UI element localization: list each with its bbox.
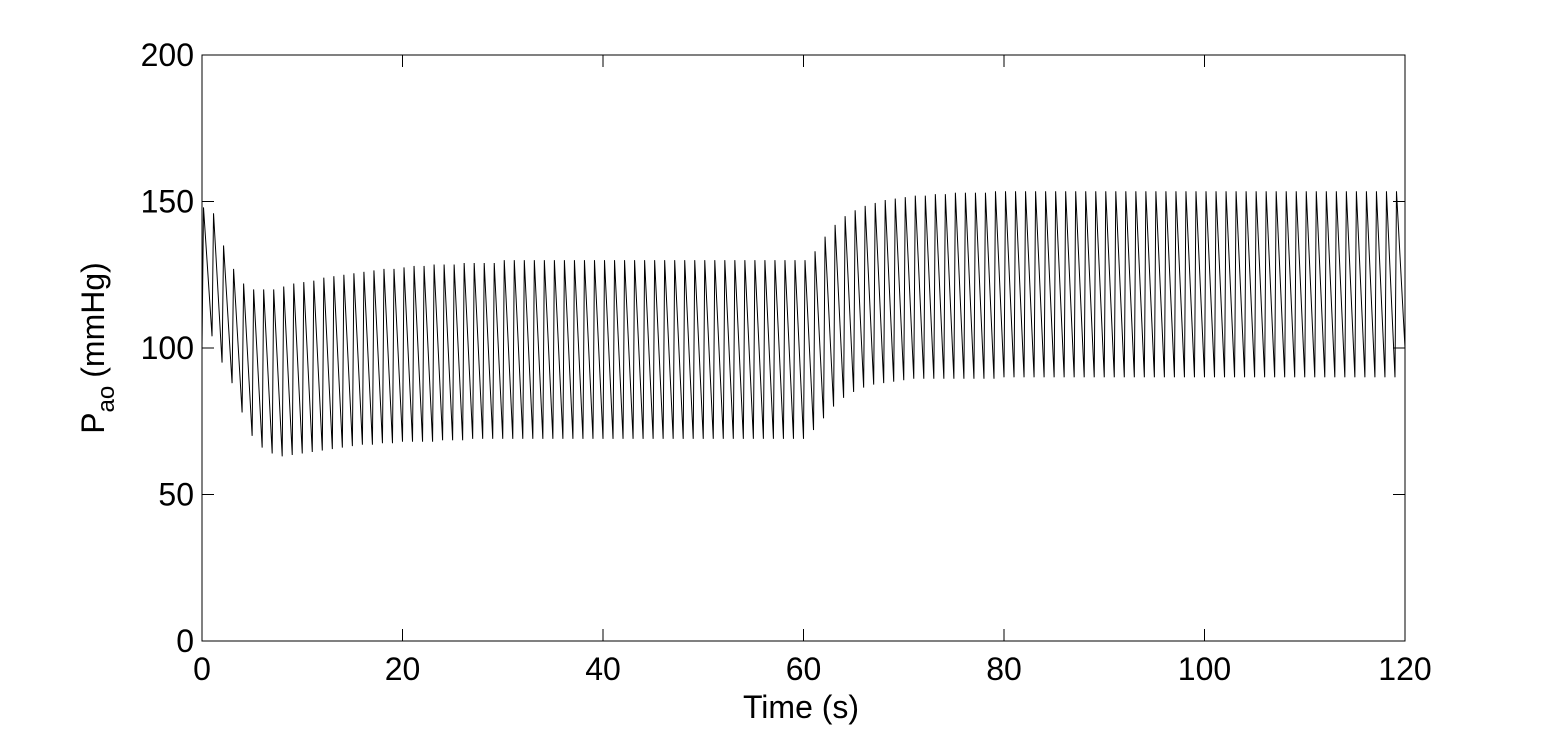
pressure-line	[201, 191, 1406, 457]
y-tick-label: 50	[158, 477, 194, 513]
x-tick-label: 100	[1178, 651, 1231, 687]
y-axis-label: Pao (mmHg)	[75, 262, 120, 434]
y-tick-label: 100	[141, 330, 194, 366]
x-tick-label: 120	[1378, 651, 1431, 687]
x-axis-label: Time (s)	[743, 689, 859, 725]
y-tick-label: 0	[176, 623, 194, 659]
x-tick-label: 80	[986, 651, 1022, 687]
y-label-sub: ao	[93, 386, 120, 413]
x-tick-label: 60	[786, 651, 822, 687]
y-label-main: P	[75, 412, 111, 433]
x-tick-label: 20	[385, 651, 421, 687]
x-tick-label: 40	[585, 651, 621, 687]
y-tick-label: 150	[141, 184, 194, 220]
y-label-unit: (mmHg)	[75, 262, 111, 378]
y-tick-label: 200	[141, 37, 194, 73]
x-tick-label: 0	[193, 651, 211, 687]
